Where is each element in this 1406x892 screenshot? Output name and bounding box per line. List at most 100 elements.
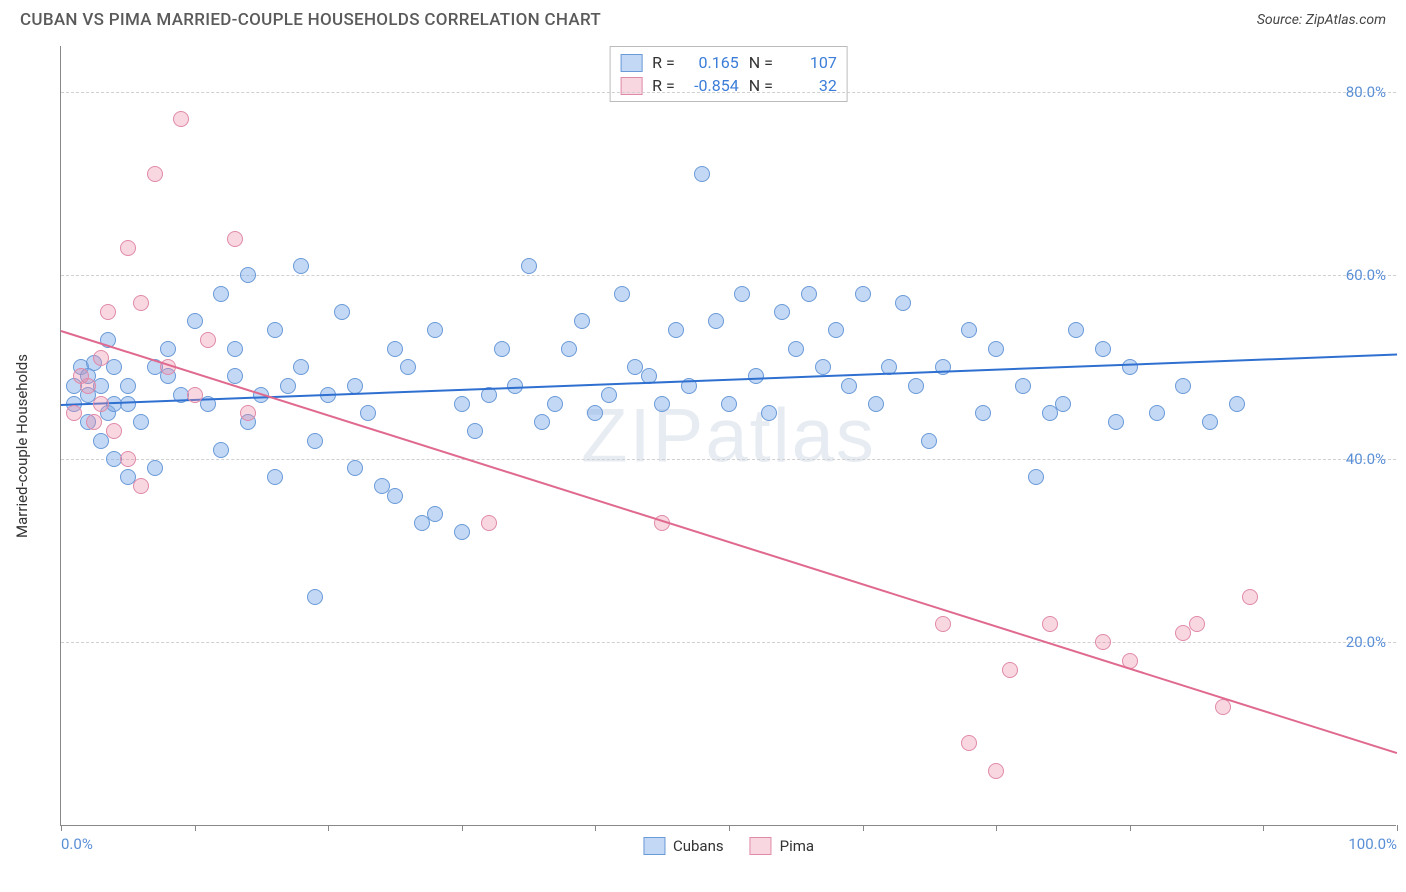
data-point (547, 396, 563, 412)
stat-n-value: 107 (783, 53, 837, 72)
data-point (961, 735, 977, 751)
data-point (654, 396, 670, 412)
data-point (534, 414, 550, 430)
data-point (895, 295, 911, 311)
x-tick (61, 825, 62, 831)
data-point (961, 322, 977, 338)
x-tick (1263, 825, 1264, 831)
source-label: Source: ZipAtlas.com (1257, 12, 1386, 28)
data-point (86, 414, 102, 430)
data-point (93, 396, 109, 412)
x-tick-label: 100.0% (1348, 835, 1397, 853)
data-point (481, 515, 497, 531)
data-point (935, 616, 951, 632)
data-point (66, 405, 82, 421)
data-point (213, 442, 229, 458)
stat-n-label: N = (749, 53, 773, 72)
legend-label: Pima (780, 837, 814, 855)
data-point (668, 322, 684, 338)
data-point (334, 304, 350, 320)
data-point (427, 506, 443, 522)
data-point (921, 433, 937, 449)
data-point (587, 405, 603, 421)
data-point (240, 267, 256, 283)
data-point (120, 396, 136, 412)
gridline (61, 642, 1396, 643)
data-point (1095, 341, 1111, 357)
data-point (293, 359, 309, 375)
data-point (1122, 359, 1138, 375)
data-point (734, 286, 750, 302)
data-point (507, 378, 523, 394)
stats-box: R = 0.165 N = 107 R =-0.854N =32 (609, 46, 848, 102)
data-point (748, 368, 764, 384)
legend-swatch (750, 837, 772, 855)
data-point (147, 166, 163, 182)
data-point (1042, 616, 1058, 632)
y-tick-label: 80.0% (1346, 83, 1386, 101)
trend-line (61, 331, 1398, 755)
stats-row: R =-0.854N =32 (620, 74, 837, 97)
stat-r-label: R = (652, 53, 675, 72)
x-tick (996, 825, 997, 831)
data-point (240, 405, 256, 421)
stats-row: R = 0.165 N = 107 (620, 51, 837, 74)
data-point (494, 341, 510, 357)
data-point (841, 378, 857, 394)
data-point (293, 258, 309, 274)
data-point (1189, 616, 1205, 632)
y-axis-label: Married-couple Households (13, 354, 31, 538)
data-point (975, 405, 991, 421)
data-point (133, 414, 149, 430)
data-point (213, 286, 229, 302)
data-point (133, 295, 149, 311)
x-tick (195, 825, 196, 831)
data-point (815, 359, 831, 375)
data-point (187, 387, 203, 403)
stat-r-value: 0.165 (685, 53, 739, 72)
data-point (200, 332, 216, 348)
data-point (1095, 634, 1111, 650)
data-point (280, 378, 296, 394)
data-point (187, 313, 203, 329)
data-point (1015, 378, 1031, 394)
legend-item: Cubans (643, 837, 724, 855)
data-point (173, 111, 189, 127)
data-point (614, 286, 630, 302)
x-tick (863, 825, 864, 831)
data-point (1202, 414, 1218, 430)
data-point (761, 405, 777, 421)
data-point (868, 396, 884, 412)
data-point (908, 378, 924, 394)
data-point (467, 423, 483, 439)
data-point (1068, 322, 1084, 338)
data-point (387, 488, 403, 504)
bottom-legend: Cubans Pima (643, 837, 814, 855)
data-point (133, 478, 149, 494)
legend-item: Pima (750, 837, 814, 855)
data-point (267, 469, 283, 485)
data-point (454, 524, 470, 540)
x-tick (328, 825, 329, 831)
data-point (694, 166, 710, 182)
data-point (988, 763, 1004, 779)
x-tick (729, 825, 730, 831)
x-tick (1397, 825, 1398, 831)
data-point (80, 378, 96, 394)
data-point (1108, 414, 1124, 430)
data-point (227, 231, 243, 247)
gridline (61, 275, 1396, 276)
data-point (1175, 378, 1191, 394)
data-point (100, 304, 116, 320)
data-point (1149, 405, 1165, 421)
data-point (454, 396, 470, 412)
x-tick (1130, 825, 1131, 831)
data-point (307, 589, 323, 605)
data-point (774, 304, 790, 320)
data-point (387, 341, 403, 357)
data-point (347, 378, 363, 394)
data-point (120, 240, 136, 256)
data-point (307, 433, 323, 449)
y-tick-label: 20.0% (1346, 633, 1386, 651)
data-point (93, 350, 109, 366)
